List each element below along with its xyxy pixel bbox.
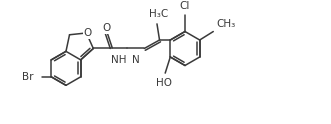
Text: Br: Br	[23, 72, 34, 82]
Text: NH: NH	[111, 55, 126, 65]
Text: HO: HO	[156, 78, 172, 88]
Text: Cl: Cl	[180, 1, 190, 11]
Text: CH₃: CH₃	[216, 19, 235, 29]
Text: O: O	[83, 28, 91, 38]
Text: H₃C: H₃C	[149, 9, 168, 19]
Text: N: N	[132, 55, 140, 65]
Text: O: O	[102, 23, 110, 33]
